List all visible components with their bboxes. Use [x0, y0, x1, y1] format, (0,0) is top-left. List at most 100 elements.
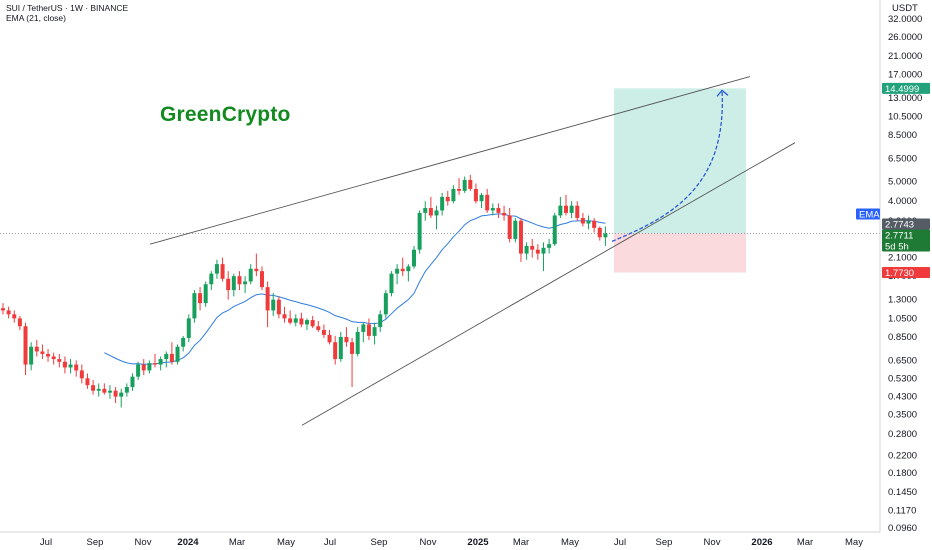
symbol-title[interactable]: SUI / TetherUS · 1W · BINANCE — [6, 3, 129, 13]
candle — [445, 190, 450, 206]
time-tick: Mar — [513, 537, 529, 548]
candle — [107, 385, 112, 399]
price-tick: 6.5000 — [888, 154, 917, 165]
price-tick: 21.0000 — [888, 51, 922, 62]
currency-label: USDT — [892, 3, 918, 14]
candle — [192, 290, 197, 323]
candle — [17, 315, 22, 330]
candle — [34, 340, 39, 357]
candle — [85, 373, 90, 389]
candle — [271, 293, 276, 316]
svg-text:EMA: EMA — [859, 210, 880, 221]
time-tick: Jul — [324, 537, 336, 548]
candle — [406, 264, 411, 282]
candle — [51, 352, 56, 365]
price-tick: 1.3000 — [888, 295, 917, 306]
candle — [457, 178, 462, 195]
time-tick: Nov — [135, 537, 152, 548]
candle — [383, 290, 388, 319]
candle — [209, 271, 214, 291]
candle — [23, 322, 28, 376]
candle — [552, 212, 557, 246]
time-tick: Nov — [704, 537, 721, 548]
candle — [310, 315, 315, 329]
candle — [575, 201, 580, 221]
candle — [580, 212, 585, 227]
ema-path — [104, 213, 606, 365]
candle — [428, 196, 433, 219]
price-tick: 32.0000 — [888, 14, 922, 25]
price-tick: 0.1450 — [888, 487, 917, 498]
candle — [29, 342, 34, 371]
time-tick: Sep — [87, 537, 104, 548]
candle — [468, 174, 473, 191]
time-tick: 2026 — [751, 537, 772, 548]
candle — [400, 257, 405, 277]
candle — [434, 205, 439, 230]
indicator-legend[interactable]: EMA (21, close) — [6, 13, 66, 23]
candle — [214, 259, 219, 279]
candle — [395, 264, 400, 285]
candle — [411, 245, 416, 269]
candle — [62, 356, 67, 374]
price-tick: 26.0000 — [888, 32, 922, 43]
candle — [237, 271, 242, 291]
candle — [169, 342, 174, 365]
price-tick: 0.1170 — [888, 506, 916, 517]
price-tick: 1.0500 — [888, 313, 917, 324]
ema-tag-badge: EMA — [856, 208, 880, 221]
price-tick: 4.0000 — [888, 196, 917, 207]
time-tick: Mar — [797, 537, 813, 548]
price-tick: 0.3500 — [888, 410, 917, 421]
candle — [147, 360, 152, 374]
price-tick: 5.0000 — [888, 177, 917, 188]
price-tick: 0.4300 — [888, 392, 917, 403]
candle — [547, 238, 552, 254]
candle — [68, 359, 73, 374]
price-tick: 0.1800 — [888, 468, 917, 479]
profit-zone[interactable] — [614, 88, 746, 234]
price-tick: 0.2200 — [888, 450, 917, 461]
candle — [299, 312, 304, 328]
candle — [378, 310, 383, 332]
channel-upper-line[interactable] — [149, 76, 751, 245]
candle — [198, 287, 203, 311]
time-axis[interactable]: Jul Sep Nov 2024 Mar May Jul Sep Nov 2025 Mar May Ju… — [0, 531, 880, 548]
candle — [96, 383, 101, 397]
candle — [344, 327, 349, 347]
candle — [141, 359, 146, 376]
candle — [496, 203, 501, 219]
candle — [79, 364, 84, 384]
forecast-curve[interactable] — [611, 90, 723, 242]
candle — [226, 271, 231, 300]
candle — [243, 276, 248, 294]
forecast-arrow — [611, 89, 729, 242]
candle — [220, 257, 225, 282]
candle — [355, 327, 360, 357]
candle — [513, 218, 518, 243]
price-tick: 0.2800 — [888, 429, 917, 440]
candle — [558, 196, 563, 219]
candle — [327, 329, 332, 345]
rising-channel — [149, 76, 796, 426]
time-tick: Nov — [420, 537, 437, 548]
candle — [288, 310, 293, 325]
candle — [248, 264, 253, 285]
price-tick: 17.0000 — [888, 69, 922, 80]
candle — [316, 320, 321, 332]
forecast-arrowhead — [716, 89, 729, 97]
candle — [46, 349, 51, 362]
loss-zone[interactable] — [614, 233, 746, 273]
candle — [490, 203, 495, 216]
price-tick: 10.5000 — [888, 112, 922, 123]
candle — [440, 192, 445, 216]
ema-value-badge: 2.7743 — [882, 218, 930, 231]
candles — [1, 174, 608, 408]
candle — [338, 331, 343, 362]
channel-lower-line[interactable] — [301, 142, 796, 426]
candle — [485, 188, 490, 213]
candle — [305, 318, 310, 330]
svg-text:14.4999: 14.4999 — [885, 84, 919, 95]
